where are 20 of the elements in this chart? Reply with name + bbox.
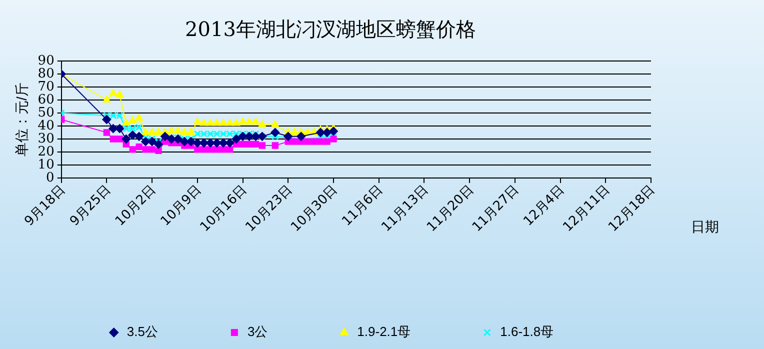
y-tick-label: 90: [38, 53, 54, 68]
y-tick-label: 10: [38, 157, 54, 172]
y-axis-title: 单位：元/斤: [13, 82, 30, 156]
y-tick-label: 80: [38, 66, 54, 82]
y-tick-label: 0: [46, 170, 54, 186]
x-tick-label: 10月2日: [112, 182, 160, 230]
y-tick-label: 40: [38, 118, 54, 134]
x-axis-title: 日期: [691, 220, 719, 236]
chart-title: 2013年湖北汈汊湖地区螃蟹价格: [185, 17, 476, 42]
y-tick-label: 50: [38, 105, 54, 120]
x-tick-label: 9月25日: [67, 182, 114, 230]
y-tick-label: 30: [38, 131, 54, 146]
y-tick-label: 60: [38, 92, 54, 108]
legend-label: 3公: [247, 324, 268, 340]
legend-label: 1.9-2.1母: [357, 324, 411, 340]
y-tick-label: 70: [38, 79, 54, 94]
y-tick-label: 20: [38, 144, 54, 160]
x-tick-label: 9月18日: [22, 182, 69, 230]
legend-label: 3.5公: [126, 324, 158, 340]
legend-label: 1.6-1.8母: [500, 324, 554, 340]
